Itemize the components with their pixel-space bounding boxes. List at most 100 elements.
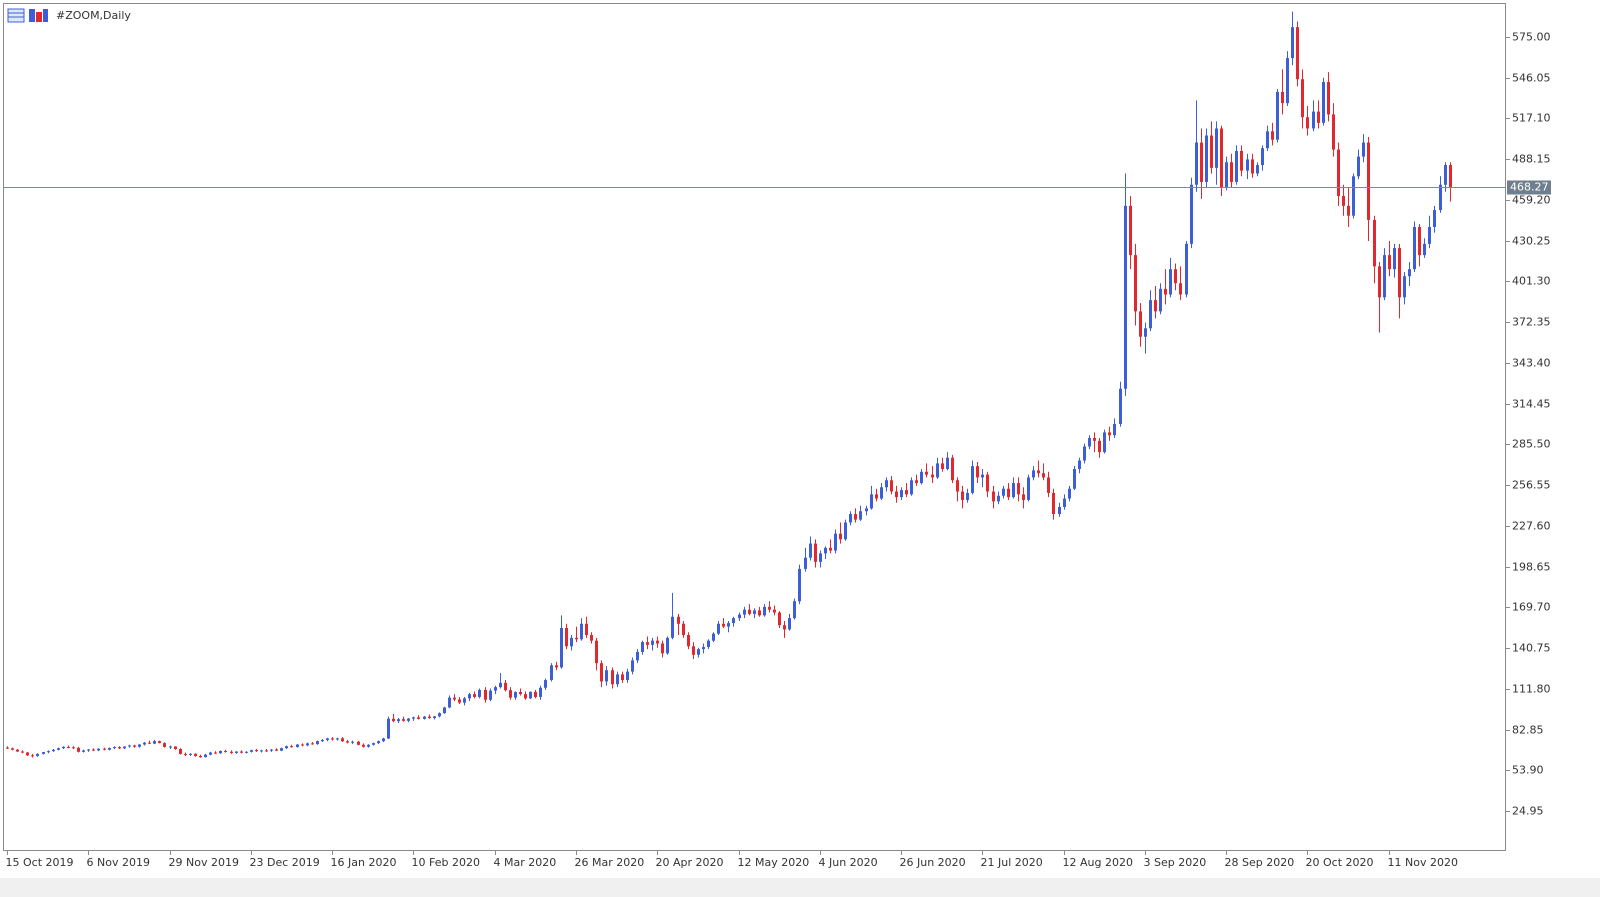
candle-body xyxy=(1200,142,1203,182)
candle-body xyxy=(1332,114,1335,150)
x-tick-label: 3 Sep 2020 xyxy=(1144,856,1207,869)
candle-body xyxy=(1439,184,1442,211)
candle-body xyxy=(809,543,812,558)
candle-body xyxy=(1195,142,1198,185)
candle-body xyxy=(1403,276,1406,298)
candle-body xyxy=(1301,79,1304,118)
candle-body xyxy=(1139,311,1142,337)
candle-body xyxy=(1078,460,1081,469)
candle-body xyxy=(1179,283,1182,295)
y-tick-label: 401.30 xyxy=(1512,275,1551,288)
candle-body xyxy=(1378,266,1381,298)
y-tick-label: 546.05 xyxy=(1512,72,1551,85)
x-tick-label: 20 Apr 2020 xyxy=(656,856,724,869)
icon-bar xyxy=(36,12,42,22)
candle-body xyxy=(478,689,481,697)
candle-body xyxy=(900,490,903,498)
x-tick-label: 15 Oct 2019 xyxy=(6,856,74,869)
candle-body xyxy=(1347,205,1350,216)
candle-body xyxy=(1174,269,1177,284)
y-tick-label: 343.40 xyxy=(1512,357,1551,370)
candle-body xyxy=(885,480,888,488)
candle-body xyxy=(1169,269,1172,295)
candle-body xyxy=(1159,288,1162,312)
y-tick-label: 169.70 xyxy=(1512,601,1551,614)
y-tick-label: 53.90 xyxy=(1512,764,1544,777)
candle-body xyxy=(534,691,537,697)
candle-body xyxy=(402,719,405,721)
candle-body xyxy=(1322,82,1325,123)
candle-body xyxy=(458,699,461,703)
candle-body xyxy=(1215,128,1218,168)
candle-body xyxy=(128,745,131,747)
candle-body xyxy=(1291,27,1294,59)
y-tick-label: 459.20 xyxy=(1512,194,1551,207)
candle-body xyxy=(1205,135,1208,182)
candle-body xyxy=(1083,446,1086,461)
candle-body xyxy=(1342,196,1345,206)
candle-body xyxy=(82,750,85,752)
candle-body xyxy=(169,746,172,748)
candle-body xyxy=(174,746,177,750)
candle-body xyxy=(890,480,893,492)
candle-body xyxy=(158,741,161,744)
candle-body xyxy=(778,612,781,626)
candle-body xyxy=(36,753,39,757)
candle-body xyxy=(316,741,319,745)
candle-body xyxy=(682,623,685,636)
candle-body xyxy=(1098,440,1101,453)
candle-body xyxy=(687,635,690,647)
candle-body xyxy=(16,749,19,752)
candle-body xyxy=(732,618,735,624)
candle-body xyxy=(1261,148,1264,166)
candle-body xyxy=(367,744,370,747)
icon-bar xyxy=(29,9,35,22)
candle-body xyxy=(1032,470,1035,478)
candle-body xyxy=(423,716,426,719)
candle-body xyxy=(849,514,852,523)
candle-body xyxy=(793,601,796,619)
candle-body xyxy=(677,616,680,624)
candle-body xyxy=(6,747,9,749)
y-tick-label: 372.35 xyxy=(1512,316,1551,329)
candle-body xyxy=(214,752,217,754)
candle-body xyxy=(910,480,913,495)
candle-body xyxy=(986,474,989,492)
candle-body xyxy=(224,750,227,752)
candle-body xyxy=(47,751,50,753)
candle-body xyxy=(306,743,309,746)
candle-body xyxy=(1144,328,1147,337)
candle-body xyxy=(626,671,629,681)
x-tick-label: 4 Jun 2020 xyxy=(819,856,878,869)
candle-body xyxy=(524,694,527,699)
y-tick-label: 430.25 xyxy=(1512,235,1551,248)
candle-body xyxy=(727,623,730,627)
candle-body xyxy=(1367,142,1370,220)
candle-body xyxy=(646,642,649,645)
candle-body xyxy=(280,748,283,751)
candle-body xyxy=(555,665,558,668)
candle-body xyxy=(1058,506,1061,515)
x-tick-label: 6 Nov 2019 xyxy=(87,856,150,869)
icon-table xyxy=(7,8,25,23)
x-tick-label: 23 Dec 2019 xyxy=(250,856,320,869)
candle-body xyxy=(382,738,385,742)
candle-body xyxy=(1398,248,1401,298)
candle-body xyxy=(621,674,624,681)
candle-body xyxy=(1073,468,1076,489)
candle-body xyxy=(936,463,939,478)
candle-body xyxy=(880,487,883,499)
candle-body xyxy=(1352,176,1355,216)
candle-body xyxy=(671,616,674,638)
candle-body xyxy=(1164,288,1167,295)
candle-body xyxy=(941,463,944,469)
candle-body xyxy=(773,609,776,613)
candle-body xyxy=(448,697,451,708)
candle-body xyxy=(870,494,873,509)
candle-body xyxy=(336,738,339,740)
candle-body xyxy=(260,750,263,752)
x-tick-label: 10 Feb 2020 xyxy=(412,856,480,869)
candle-body xyxy=(1246,159,1249,171)
candle-body xyxy=(189,753,192,755)
candle-body xyxy=(666,637,669,654)
